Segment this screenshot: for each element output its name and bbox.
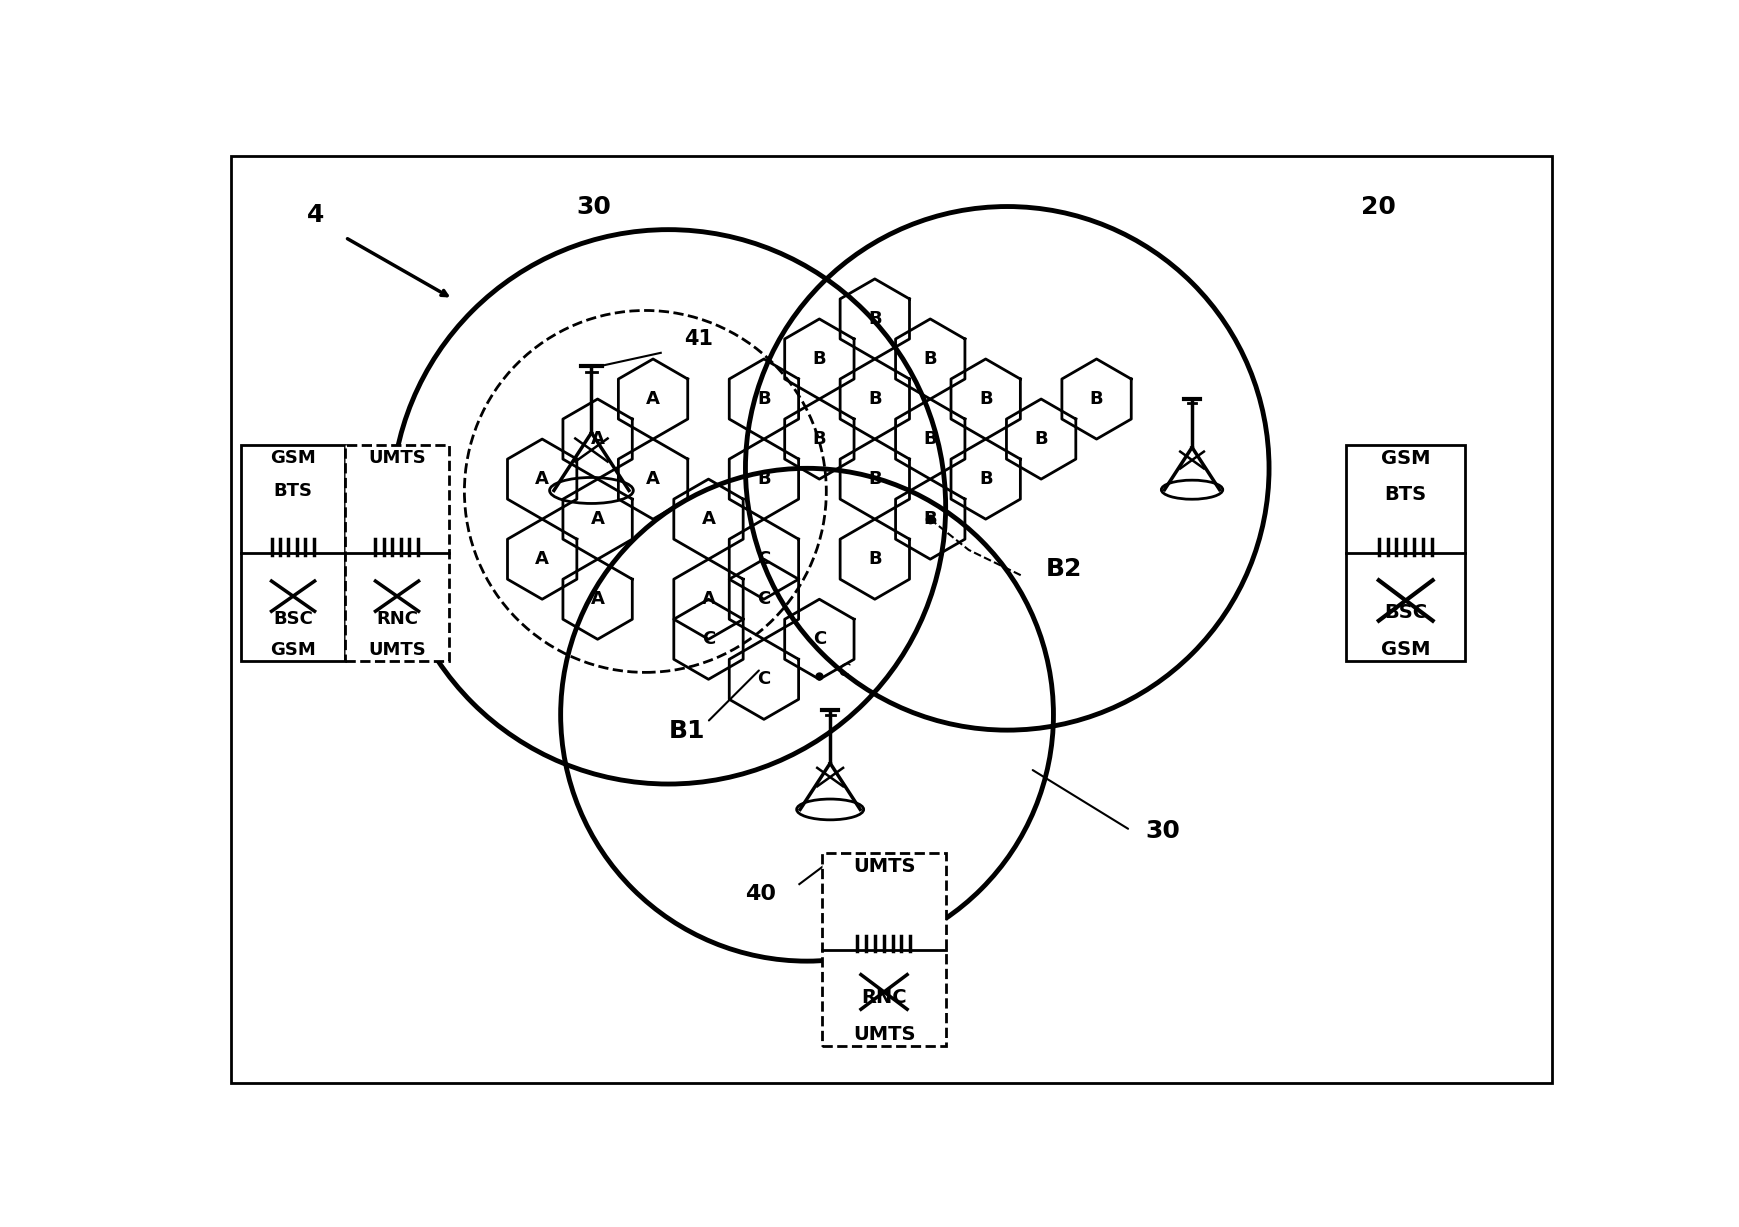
Polygon shape <box>1005 399 1075 479</box>
Text: GSM: GSM <box>270 449 316 467</box>
Polygon shape <box>896 319 965 399</box>
Polygon shape <box>673 560 743 639</box>
Text: B1: B1 <box>668 719 704 742</box>
Text: B: B <box>979 390 991 409</box>
Bar <box>823 853 944 1045</box>
Text: BSC: BSC <box>1383 604 1426 622</box>
Text: UMTS: UMTS <box>369 449 426 467</box>
Text: 30: 30 <box>576 195 610 220</box>
Polygon shape <box>729 439 798 519</box>
Polygon shape <box>563 399 631 479</box>
Text: C: C <box>756 670 770 688</box>
Text: C: C <box>812 631 826 648</box>
Bar <box>344 445 449 661</box>
Polygon shape <box>617 439 687 519</box>
Text: B: B <box>812 350 826 368</box>
Polygon shape <box>951 360 1019 439</box>
Text: UMTS: UMTS <box>852 858 915 876</box>
Text: B: B <box>923 350 937 368</box>
Polygon shape <box>896 399 965 479</box>
Polygon shape <box>729 639 798 719</box>
Bar <box>1346 445 1464 661</box>
Text: A: A <box>536 550 550 568</box>
Polygon shape <box>729 360 798 439</box>
Text: B: B <box>868 550 882 568</box>
Polygon shape <box>840 279 909 360</box>
Polygon shape <box>508 439 577 519</box>
Polygon shape <box>508 519 577 599</box>
Text: A: A <box>645 390 659 409</box>
Polygon shape <box>617 360 687 439</box>
Text: GSM: GSM <box>270 640 316 659</box>
Text: GSM: GSM <box>1381 449 1429 467</box>
Text: A: A <box>590 590 603 609</box>
Text: B: B <box>979 470 991 488</box>
Text: B: B <box>756 390 770 409</box>
Text: C: C <box>756 590 770 609</box>
Text: A: A <box>536 470 550 488</box>
Polygon shape <box>840 519 909 599</box>
Polygon shape <box>729 560 798 639</box>
Polygon shape <box>673 599 743 680</box>
Text: B: B <box>868 310 882 328</box>
Text: B: B <box>1033 431 1047 448</box>
Text: B: B <box>868 390 882 409</box>
Text: BTS: BTS <box>273 482 313 501</box>
Text: B2: B2 <box>1045 557 1082 582</box>
Text: UMTS: UMTS <box>369 640 426 659</box>
Text: A: A <box>590 431 603 448</box>
Text: GSM: GSM <box>1381 639 1429 659</box>
Text: B: B <box>756 470 770 488</box>
Text: 30: 30 <box>1146 818 1181 843</box>
Text: C: C <box>838 663 849 680</box>
Text: A: A <box>701 510 715 528</box>
Text: BTS: BTS <box>1384 485 1426 504</box>
Text: 40: 40 <box>744 883 776 903</box>
Text: A: A <box>701 590 715 609</box>
Polygon shape <box>563 479 631 560</box>
Text: B: B <box>923 510 937 528</box>
Text: A: A <box>645 470 659 488</box>
Bar <box>242 445 344 661</box>
Polygon shape <box>951 439 1019 519</box>
Text: RNC: RNC <box>861 988 906 1007</box>
Polygon shape <box>896 479 965 560</box>
Polygon shape <box>729 519 798 599</box>
Text: B: B <box>1089 390 1103 409</box>
Text: RNC: RNC <box>376 611 417 628</box>
Polygon shape <box>563 560 631 639</box>
Text: BSC: BSC <box>273 611 313 628</box>
Text: 4: 4 <box>306 202 323 227</box>
Text: C: C <box>701 631 715 648</box>
Polygon shape <box>1061 360 1130 439</box>
Polygon shape <box>784 319 854 399</box>
Text: B: B <box>868 470 882 488</box>
Text: 20: 20 <box>1360 195 1395 220</box>
Text: B: B <box>812 431 826 448</box>
Polygon shape <box>673 479 743 560</box>
Text: C: C <box>756 550 770 568</box>
Polygon shape <box>840 439 909 519</box>
Polygon shape <box>784 599 854 680</box>
Text: A: A <box>590 510 603 528</box>
Polygon shape <box>840 360 909 439</box>
Text: UMTS: UMTS <box>852 1025 915 1043</box>
Text: B: B <box>923 431 937 448</box>
Text: 41: 41 <box>683 329 713 350</box>
Polygon shape <box>784 399 854 479</box>
